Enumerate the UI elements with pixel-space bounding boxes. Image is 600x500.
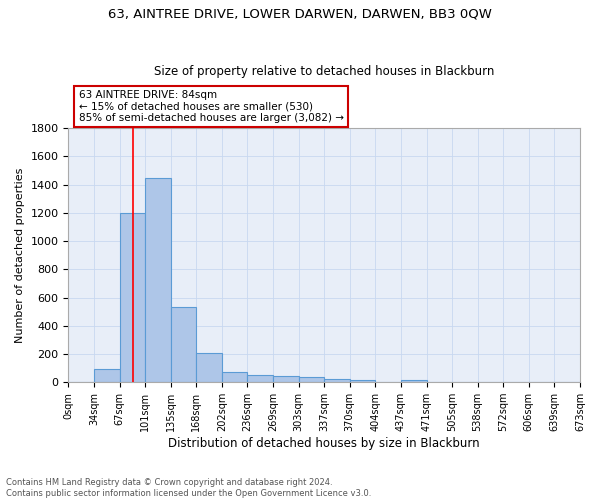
Bar [273,376,299,382]
Bar [324,378,350,382]
X-axis label: Distribution of detached houses by size in Blackburn: Distribution of detached houses by size … [169,437,480,450]
Bar [196,354,222,382]
Bar [350,380,376,382]
Bar [299,378,324,382]
Bar [171,308,196,382]
Bar [119,213,145,382]
Bar [145,178,171,382]
Title: Size of property relative to detached houses in Blackburn: Size of property relative to detached ho… [154,66,494,78]
Bar [247,375,273,382]
Bar [222,372,247,382]
Y-axis label: Number of detached properties: Number of detached properties [15,168,25,343]
Bar [401,380,427,382]
Text: Contains HM Land Registry data © Crown copyright and database right 2024.
Contai: Contains HM Land Registry data © Crown c… [6,478,371,498]
Text: 63, AINTREE DRIVE, LOWER DARWEN, DARWEN, BB3 0QW: 63, AINTREE DRIVE, LOWER DARWEN, DARWEN,… [108,8,492,20]
Bar [94,369,119,382]
Text: 63 AINTREE DRIVE: 84sqm
← 15% of detached houses are smaller (530)
85% of semi-d: 63 AINTREE DRIVE: 84sqm ← 15% of detache… [79,90,344,123]
